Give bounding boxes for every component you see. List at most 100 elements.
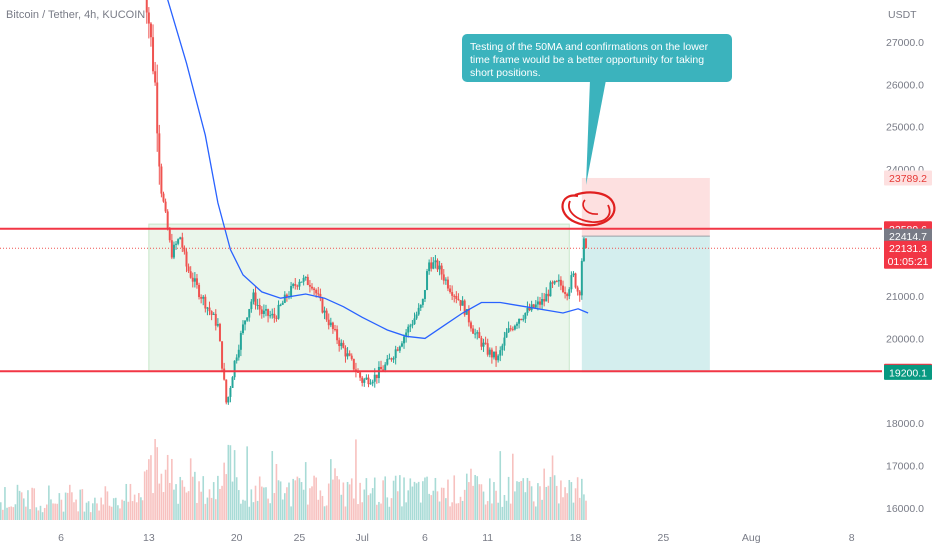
volume-bar	[564, 487, 566, 520]
candle-body	[149, 23, 152, 38]
candle-body	[191, 277, 194, 282]
volume-bar	[106, 491, 109, 520]
volume-bar	[530, 486, 533, 520]
volume-bar	[355, 439, 357, 520]
volume-bar	[424, 477, 426, 520]
x-tick-label: 25	[294, 532, 306, 544]
volume-bar	[4, 487, 6, 520]
volume-bar	[459, 496, 462, 520]
countdown-label: 01:05:21	[888, 256, 929, 268]
candle-body	[507, 328, 510, 333]
candle-body	[311, 286, 313, 289]
volume-bar	[175, 484, 177, 520]
candle-body	[229, 387, 232, 397]
volume-bar	[512, 453, 514, 520]
candle-body	[436, 260, 439, 270]
volume-bar	[367, 495, 370, 520]
volume-bar	[330, 459, 332, 520]
candle-body	[235, 357, 238, 361]
candle-body	[260, 309, 263, 314]
volume-bar	[348, 484, 351, 520]
position-tool	[581, 177, 710, 373]
volume-bar	[468, 482, 470, 520]
volume-bar	[62, 511, 65, 520]
volume-bar	[85, 502, 88, 520]
candle-body	[394, 349, 397, 359]
volume-bar	[177, 503, 179, 520]
volume-bar	[191, 476, 194, 520]
candle-body	[497, 355, 500, 361]
candle-body	[262, 310, 265, 314]
volume-bar	[115, 497, 117, 520]
volume-bar	[204, 503, 207, 520]
volume-bar	[89, 512, 92, 520]
volume-bar	[327, 483, 330, 520]
candle-body	[467, 309, 470, 323]
volume-bar	[171, 458, 173, 520]
candle-body	[168, 229, 171, 241]
volume-bar	[407, 490, 410, 520]
volume-bar	[156, 447, 159, 520]
candle-body	[239, 333, 242, 350]
volume-bar	[233, 450, 236, 520]
candle-body	[578, 291, 581, 296]
candle-body	[451, 292, 454, 296]
volume-bar	[493, 482, 495, 520]
candle-body	[302, 277, 305, 282]
volume-bar	[382, 480, 384, 520]
callout-text: Testing of the 50MA and confirmations on…	[470, 41, 709, 79]
volume-bar	[258, 476, 261, 520]
candle-body	[308, 284, 311, 287]
volume-bar	[185, 492, 188, 520]
volume-bar	[307, 504, 309, 520]
volume-bar	[426, 476, 428, 520]
volume-bar	[64, 492, 67, 520]
candle-body	[442, 274, 445, 281]
volume-bar	[576, 477, 579, 520]
volume-bar	[415, 483, 418, 520]
price-label: 22131.3	[889, 243, 927, 255]
volume-bar	[37, 510, 40, 520]
volume-bar	[202, 476, 205, 520]
levels	[0, 227, 882, 373]
volume-bar	[2, 509, 4, 520]
candle-body	[409, 325, 412, 327]
volume-bar	[27, 490, 29, 520]
candle-body	[392, 358, 395, 360]
volume-bar	[194, 471, 196, 520]
candle-body	[417, 307, 420, 315]
x-tick-label: 25	[658, 532, 670, 544]
candle-body	[549, 282, 552, 297]
x-tick-label: 20	[231, 532, 243, 544]
volume-bar	[361, 502, 363, 520]
candle-body	[505, 332, 508, 338]
candle-body	[488, 349, 491, 355]
candle-body	[434, 260, 437, 263]
candle-body	[538, 301, 541, 305]
volume-bar	[566, 493, 568, 520]
volume-bar	[150, 455, 152, 520]
candle-body	[459, 300, 462, 306]
volume-bar	[14, 504, 17, 520]
volume-bar	[45, 504, 48, 520]
volume-bar	[520, 481, 522, 520]
volume-bar	[551, 455, 554, 520]
y-tick-label: 25000.0	[886, 122, 924, 134]
x-tick-label: 8	[849, 532, 855, 544]
candle-body	[490, 349, 493, 358]
candle-body	[536, 301, 539, 305]
candle-body	[279, 304, 282, 306]
volume-bar	[8, 506, 10, 520]
volume-bar	[570, 482, 573, 520]
candle-body	[304, 276, 307, 278]
volume-bar	[66, 492, 69, 520]
volume-bar	[319, 490, 322, 520]
candle-body	[325, 310, 328, 320]
candle-body	[321, 298, 324, 313]
volume-bar	[411, 486, 414, 520]
currency-label: USDT	[888, 9, 917, 21]
candle-body	[241, 324, 244, 334]
candle-body	[543, 299, 546, 302]
candle-body	[231, 377, 234, 388]
